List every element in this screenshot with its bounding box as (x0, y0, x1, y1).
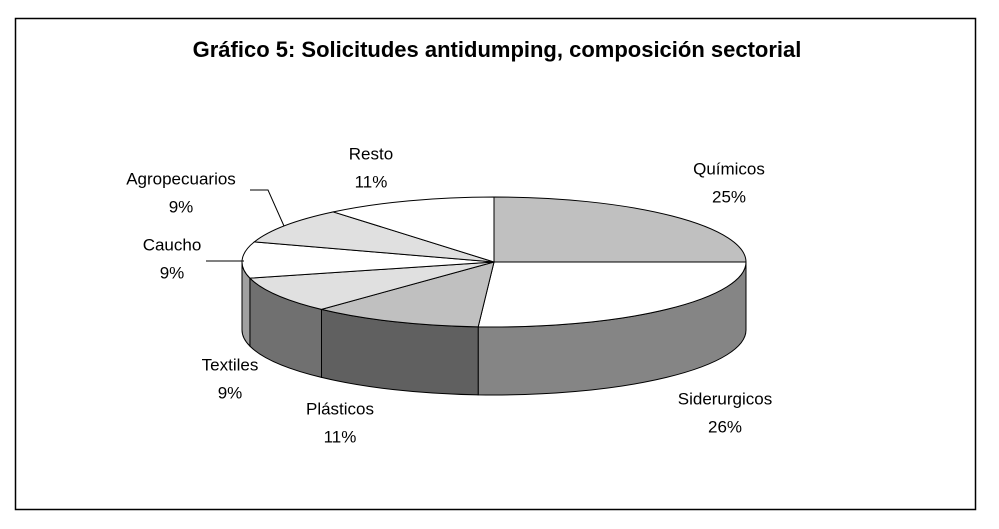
pie-sides (241, 261, 747, 396)
category-label: Agropecuarios (126, 169, 236, 188)
slice (253, 211, 495, 263)
value-label: 9% (160, 263, 185, 282)
slice (493, 196, 747, 263)
slice (319, 261, 495, 328)
slice (248, 261, 495, 310)
category-label: Textiles (202, 355, 259, 374)
value-label: 9% (169, 197, 194, 216)
value-label: 26% (708, 417, 742, 436)
pie-tops (241, 196, 747, 328)
category-label: Siderurgicos (678, 389, 773, 408)
slice (477, 261, 747, 328)
category-label: Químicos (693, 159, 765, 178)
value-label: 25% (712, 187, 746, 206)
chart-title: Gráfico 5: Solicitudes antidumping, comp… (193, 37, 802, 62)
slice (241, 241, 495, 279)
category-label: Caucho (143, 235, 202, 254)
pie (241, 196, 747, 396)
slice (331, 196, 495, 263)
value-label: 11% (324, 427, 357, 446)
value-label: 11% (355, 172, 388, 191)
leader-line (250, 189, 285, 227)
category-label: Plásticos (306, 399, 374, 418)
category-label: Resto (349, 144, 393, 163)
value-label: 9% (218, 383, 243, 402)
